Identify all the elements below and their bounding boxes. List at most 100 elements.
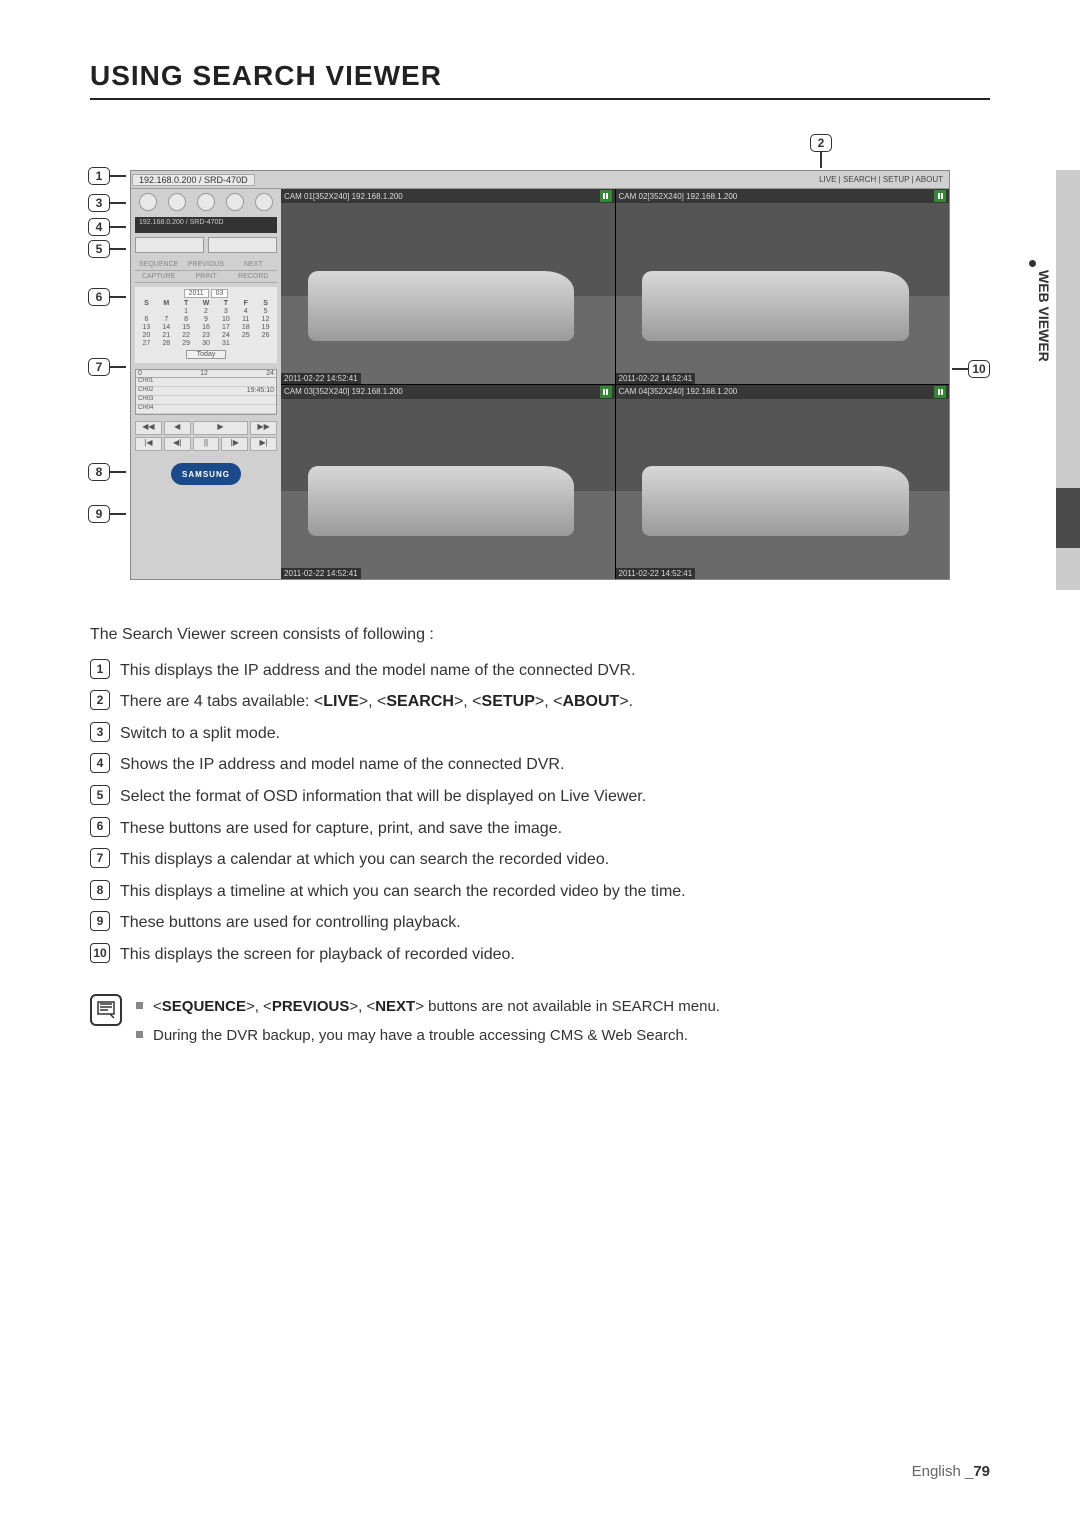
item-text-8: This displays a timeline at which you ca… [120, 877, 686, 907]
screenshot-figure: 1 3 4 5 6 7 8 9 2 10 192.168.0.200 / SRD… [130, 170, 950, 580]
osd-row [135, 237, 277, 253]
callout-4: 4 [88, 218, 126, 236]
cal-year[interactable]: 2011 [184, 289, 209, 298]
cam-4[interactable]: CAM 04[352X240] 192.168.1.200 2011-02-22… [616, 385, 950, 580]
split-16-icon[interactable] [226, 193, 244, 211]
tl-24: 24 [266, 370, 274, 377]
bullet-icon [136, 1002, 143, 1009]
pause-icon[interactable] [934, 190, 946, 202]
callout-num-9: 9 [88, 505, 110, 523]
cam4-ts: 2011-02-22 14:52:41 [616, 568, 696, 579]
play-button[interactable]: ▶ [193, 421, 249, 435]
desc-item-9: 9 These buttons are used for controlling … [90, 908, 990, 938]
tl-0: 0 [138, 370, 142, 377]
item-num-6: 6 [90, 817, 110, 837]
camera-grid: CAM 01[352X240] 192.168.1.200 2011-02-22… [281, 189, 949, 579]
split-1-icon[interactable] [139, 193, 157, 211]
callout-8: 8 [88, 463, 126, 481]
pause-icon[interactable] [934, 386, 946, 398]
tl-ch02: CH02 [136, 387, 162, 395]
skip-end-button[interactable]: ▶| [250, 437, 277, 451]
osd-btn-1[interactable] [135, 237, 204, 253]
item-text-4: Shows the IP address and model name of t… [120, 750, 564, 780]
item-num-8: 8 [90, 880, 110, 900]
callout-3: 3 [88, 194, 126, 212]
pause-icon[interactable] [600, 190, 612, 202]
item-text-7: This displays a calendar at which you ca… [120, 845, 609, 875]
next-tab[interactable]: NEXT [230, 259, 277, 270]
footer-lang: English _ [912, 1463, 974, 1480]
shot-tabs[interactable]: LIVE | SEARCH | SETUP | ABOUT [813, 175, 949, 184]
description-list: The Search Viewer screen consists of fol… [90, 620, 990, 970]
cam-2[interactable]: CAM 02[352X240] 192.168.1.200 2011-02-22… [616, 189, 950, 384]
item-text-1: This displays the IP address and the mod… [120, 656, 636, 686]
seq-tabs: SEQUENCE PREVIOUS NEXT [135, 259, 277, 271]
tl-ch04: CH04 [136, 405, 162, 413]
cam1-label: CAM 01[352X240] 192.168.1.200 [284, 192, 403, 201]
record-tab[interactable]: RECORD [230, 271, 277, 282]
previous-tab[interactable]: PREVIOUS [182, 259, 229, 270]
desc-item-3: 3 Switch to a split mode. [90, 719, 990, 749]
callout-9: 9 [88, 505, 126, 523]
split-full-icon[interactable] [255, 193, 273, 211]
side-tab: WEB VIEWER [1020, 170, 1080, 590]
note-list: <SEQUENCE>, <PREVIOUS>, <NEXT> buttons a… [136, 994, 720, 1053]
ffwd-button[interactable]: ▶▶ [250, 421, 277, 435]
skip-start-button[interactable]: |◀ [135, 437, 162, 451]
cam2-ts: 2011-02-22 14:52:41 [616, 373, 696, 384]
side-label: WEB VIEWER [1036, 270, 1052, 362]
cam-1[interactable]: CAM 01[352X240] 192.168.1.200 2011-02-22… [281, 189, 615, 384]
cal-grid[interactable]: SMTWTFS123456789101112131415161718192021… [137, 300, 275, 348]
capture-tab[interactable]: CAPTURE [135, 271, 182, 282]
callout-num-5: 5 [88, 240, 110, 258]
desc-item-6: 6These buttons are used for capture, pri… [90, 814, 990, 844]
split-4-icon[interactable] [168, 193, 186, 211]
desc-item-8: 8 This displays a timeline at which you c… [90, 877, 990, 907]
step-fwd-button[interactable]: |▶ [221, 437, 248, 451]
item-num-7: 7 [90, 848, 110, 868]
playback-controls: ◀◀ ◀ ▶ ▶▶ |◀ ◀| || |▶ ▶| [135, 421, 277, 451]
note-block: <SEQUENCE>, <PREVIOUS>, <NEXT> buttons a… [90, 994, 990, 1053]
note-1: <SEQUENCE>, <PREVIOUS>, <NEXT> buttons a… [136, 994, 720, 1020]
footer-page: 79 [973, 1463, 990, 1480]
callout-num-4: 4 [88, 218, 110, 236]
item-text-3: Switch to a split mode. [120, 719, 280, 749]
desc-item-7: 7 This displays a calendar at which you c… [90, 845, 990, 875]
desc-item-1: 1This displays the IP address and the mo… [90, 656, 990, 686]
callout-num-8: 8 [88, 463, 110, 481]
tl-ch01: CH01 [136, 378, 162, 386]
cam1-ts: 2011-02-22 14:52:41 [281, 373, 361, 384]
desc-item-10: 10This displays the screen for playback … [90, 940, 990, 970]
tl-time: 19:45:10 [162, 387, 276, 395]
page-heading: USING SEARCH VIEWER [90, 60, 990, 100]
viewer-screenshot: 192.168.0.200 / SRD-470D LIVE | SEARCH |… [130, 170, 950, 580]
side-bar-marker [1056, 488, 1080, 548]
note-icon [90, 994, 122, 1026]
split-9-icon[interactable] [197, 193, 215, 211]
shot-sidebar: 192.168.0.200 / SRD-470D SEQUENCE PREVIO… [131, 189, 281, 579]
page-footer: English _79 [912, 1463, 990, 1480]
cam4-label: CAM 04[352X240] 192.168.1.200 [619, 387, 738, 396]
calendar[interactable]: 2011 03 SMTWTFS1234567891011121314151617… [135, 287, 277, 363]
osd-btn-2[interactable] [208, 237, 277, 253]
pause-button[interactable]: || [193, 437, 220, 451]
timeline[interactable]: 0 12 24 CH01 CH0219:45:10 CH03 CH04 [135, 369, 277, 415]
item-text-5: Select the format of OSD information tha… [120, 782, 646, 812]
sequence-tab[interactable]: SEQUENCE [135, 259, 182, 270]
back-button[interactable]: ◀ [164, 421, 191, 435]
cam-3[interactable]: CAM 03[352X240] 192.168.1.200 2011-02-22… [281, 385, 615, 580]
today-button[interactable]: Today [186, 350, 226, 359]
callout-5: 5 [88, 240, 126, 258]
pause-icon[interactable] [600, 386, 612, 398]
item-text-9: These buttons are used for controlling p… [120, 908, 461, 938]
split-mode-row[interactable] [131, 189, 281, 215]
step-back-button[interactable]: ◀| [164, 437, 191, 451]
cal-month[interactable]: 03 [211, 289, 229, 298]
rewind-button[interactable]: ◀◀ [135, 421, 162, 435]
item-num-9: 9 [90, 911, 110, 931]
print-tab[interactable]: PRINT [182, 271, 229, 282]
item-num-3: 3 [90, 722, 110, 742]
item-text-10: This displays the screen for playback of… [120, 940, 515, 970]
callout-10: 10 [952, 360, 990, 378]
callout-7: 7 [88, 358, 126, 376]
